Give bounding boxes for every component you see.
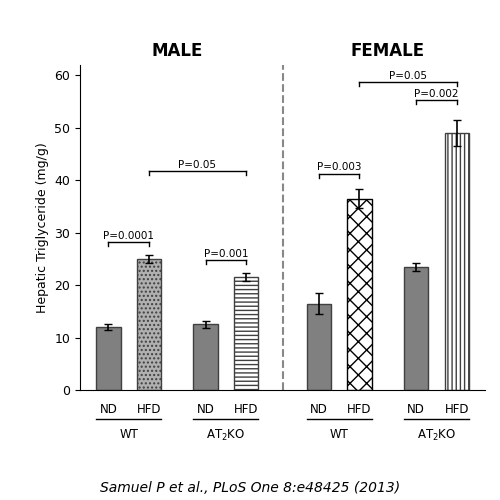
Text: WT: WT [330, 428, 348, 442]
Text: P=0.003: P=0.003 [317, 162, 362, 172]
Text: ND: ND [310, 403, 328, 416]
Text: P=0.002: P=0.002 [414, 89, 459, 99]
Text: ND: ND [196, 403, 214, 416]
Text: P=0.001: P=0.001 [204, 249, 248, 259]
Text: AT$_2$KO: AT$_2$KO [206, 428, 246, 444]
Text: WT: WT [119, 428, 138, 442]
Text: FEMALE: FEMALE [350, 42, 425, 60]
Text: HFD: HFD [347, 403, 372, 416]
Bar [194, 324, 218, 390]
Y-axis label: Hepatic Triglyceride (mg/g): Hepatic Triglyceride (mg/g) [36, 142, 49, 313]
Bar [234, 278, 258, 390]
Bar [348, 198, 372, 390]
Text: HFD: HFD [444, 403, 469, 416]
Text: HFD: HFD [234, 403, 258, 416]
Bar [96, 327, 120, 390]
Text: ND: ND [407, 403, 425, 416]
Bar [404, 267, 428, 390]
Text: HFD: HFD [136, 403, 161, 416]
Bar [307, 304, 331, 390]
Bar [136, 259, 161, 390]
Text: ND: ND [100, 403, 117, 416]
Text: P=0.0001: P=0.0001 [103, 230, 154, 240]
Text: AT$_2$KO: AT$_2$KO [417, 428, 456, 444]
Text: P=0.05: P=0.05 [389, 70, 427, 81]
Text: P=0.05: P=0.05 [178, 160, 216, 170]
Text: MALE: MALE [152, 42, 203, 60]
Text: Samuel P et al., PLoS One 8:e48425 (2013): Samuel P et al., PLoS One 8:e48425 (2013… [100, 481, 400, 495]
Bar [444, 133, 469, 390]
